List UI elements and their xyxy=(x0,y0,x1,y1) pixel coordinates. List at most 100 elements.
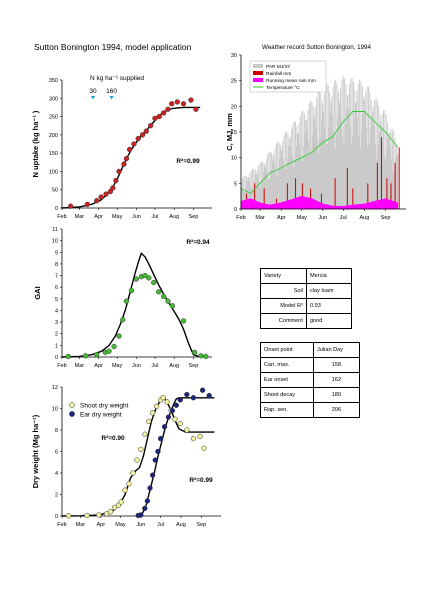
shoot-point xyxy=(197,433,203,440)
can-max-value: 158 xyxy=(312,357,361,373)
n-uptake-point xyxy=(107,188,113,195)
shoot-point xyxy=(126,481,132,487)
n-uptake-point xyxy=(143,128,149,134)
legend-shoot-marker xyxy=(69,402,75,408)
gai-y-tick-label: 10 xyxy=(52,239,58,245)
n-uptake-point xyxy=(110,185,116,191)
n-uptake-point xyxy=(135,135,141,142)
dry-weight-y-tick-label: 12 xyxy=(52,385,58,391)
weather-x-tick-label: May xyxy=(296,215,307,221)
n-uptake-y-tick-label: 150 xyxy=(49,151,58,157)
ear-point xyxy=(190,395,197,401)
n-uptake-point xyxy=(161,110,167,116)
weather-x-tick-label: Jun xyxy=(318,215,327,221)
gai-point xyxy=(165,298,171,304)
n-uptake-point xyxy=(193,106,199,112)
weather-y-tick-label: 20 xyxy=(231,104,237,110)
comment-label: Comment xyxy=(260,313,307,329)
weather-y-tick-label: 25 xyxy=(231,79,237,85)
weather-x-tick-label: Sep xyxy=(381,215,391,221)
ear-point xyxy=(152,457,158,463)
n-uptake-point xyxy=(126,146,133,153)
gai-y-tick-label: 9 xyxy=(55,250,58,256)
weather-legend-label: PAR MJ/m² xyxy=(266,64,291,70)
dry-weight-x-tick-label: Apr xyxy=(96,522,105,528)
weather-y-tick-label: 15 xyxy=(231,130,237,136)
n-uptake-y-label: N uptake (kg ha⁻¹ ) xyxy=(31,110,40,177)
dry-weight-x-tick-label: Feb xyxy=(57,522,66,528)
dry-weight-x-tick-label: Jun xyxy=(136,522,145,528)
gai-y-tick-label: 3 xyxy=(55,320,58,326)
shoot-point xyxy=(150,410,156,416)
gai-point xyxy=(128,288,135,294)
n-uptake-point xyxy=(169,101,175,107)
onset-header-value: Julian Day xyxy=(312,342,361,358)
gai-y-tick-label: 0 xyxy=(55,355,58,361)
gai-point xyxy=(133,276,140,282)
n-uptake-point xyxy=(147,123,154,129)
n-uptake-point xyxy=(123,155,130,162)
dry-weight-x-tick-label: Aug xyxy=(176,522,186,528)
n-applied-title: N kg ha⁻¹ supplied xyxy=(90,75,144,82)
variety-value: Mercia xyxy=(305,268,353,284)
gai-point xyxy=(156,289,162,295)
model-r2-value: 0.93 xyxy=(305,298,353,314)
n-uptake-y-tick-label: 0 xyxy=(55,206,58,212)
gai-point xyxy=(191,349,198,355)
gai-point xyxy=(161,293,167,300)
ear-point xyxy=(177,397,183,403)
dry-weight-y-label: Dry weight (Mg ha⁻¹) xyxy=(31,414,40,488)
rap-sen-value: 206 xyxy=(312,402,361,418)
shoot-point xyxy=(190,435,197,442)
gai-x-tick-label: Sep xyxy=(189,363,199,369)
weather-y-label: C, MJ, mm xyxy=(225,113,234,151)
gai-r2: R²=0.94 xyxy=(186,239,210,246)
n-uptake-y-tick-label: 100 xyxy=(49,169,58,175)
dry-weight-y-tick-label: 0 xyxy=(55,514,58,520)
weather-y-tick-label: 10 xyxy=(231,156,237,162)
weather-y-tick-label: 5 xyxy=(234,181,237,187)
dry-weight-y-tick-label: 2 xyxy=(55,493,58,499)
n-uptake-point xyxy=(131,141,137,147)
gai-y-tick-label: 8 xyxy=(55,262,58,268)
n-application-marker xyxy=(109,96,114,100)
shoot-point xyxy=(107,509,114,515)
table-row: Comment good xyxy=(260,313,353,329)
ear-onset-label: Ear onset xyxy=(260,372,314,388)
shoot-point xyxy=(84,512,90,519)
dry-weight-y-tick-label: 4 xyxy=(55,471,58,477)
n-uptake-x-tick-label: Aug xyxy=(169,214,179,220)
n-uptake-y-tick-label: 50 xyxy=(52,188,58,194)
ear-point xyxy=(155,448,161,455)
n-uptake-point xyxy=(113,177,119,184)
weather-legend-label: Temperature °C xyxy=(266,85,300,91)
n-uptake-y-tick-label: 350 xyxy=(49,78,58,84)
n-uptake-r2: R²=0.99 xyxy=(176,158,200,165)
onset-header-label: Onset point xyxy=(260,342,314,358)
gai-point xyxy=(116,333,122,339)
weather-chart-title: Weather record Sutton Bonington, 1994 xyxy=(262,44,371,51)
gai-x-tick-label: Aug xyxy=(169,363,179,369)
shoot-point xyxy=(142,431,148,437)
table-row: Can. max. 158 xyxy=(260,357,361,373)
ear-fit-line xyxy=(139,397,215,517)
weather-x-tick-label: Jul xyxy=(340,215,347,221)
n-uptake-x-tick-label: Sep xyxy=(189,214,199,220)
table-row: Shoot decay 180 xyxy=(260,387,361,403)
shoot-point xyxy=(130,470,136,476)
temperature-line xyxy=(240,111,399,195)
n-uptake-point xyxy=(116,168,122,175)
n-uptake-point xyxy=(103,191,109,197)
table-header-row: Onset point Julian Day xyxy=(260,342,361,358)
soil-value: clay loam xyxy=(305,283,353,299)
ear-point xyxy=(165,414,172,420)
gai-y-label: GAI xyxy=(33,286,42,299)
n-uptake-y-tick-label: 200 xyxy=(49,133,58,139)
gai-y-tick-label: 5 xyxy=(55,297,58,303)
ear-point xyxy=(169,408,176,414)
n-uptake-x-tick-label: Jun xyxy=(132,214,141,220)
gai-y-tick-label: 1 xyxy=(55,343,58,349)
ear-point xyxy=(199,387,206,393)
n-uptake-point xyxy=(68,203,74,209)
ear-point xyxy=(142,505,148,512)
